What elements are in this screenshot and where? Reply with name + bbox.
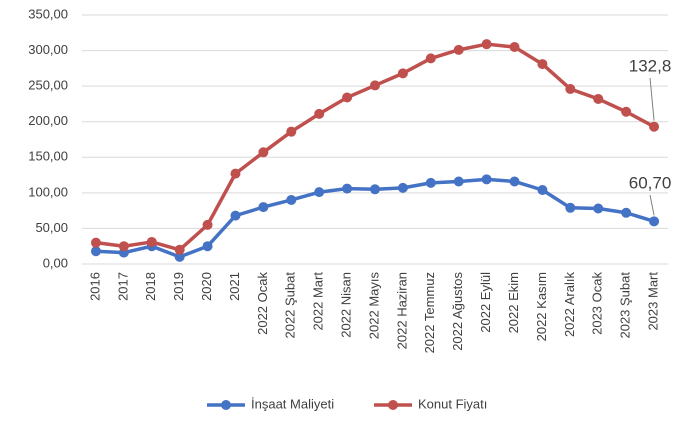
x-tick-label: 2022 Ocak xyxy=(255,272,270,335)
x-tick-label: 2022 Nisan xyxy=(339,272,354,338)
x-tick-label: 2020 xyxy=(199,272,214,301)
x-tick-label: 2023 Ocak xyxy=(590,272,605,335)
series-point xyxy=(453,44,464,55)
x-tick-label: 2022 Haziran xyxy=(394,272,409,349)
x-tick-label: 2022 Şubat xyxy=(283,272,298,339)
series-point xyxy=(314,108,325,119)
y-tick-label: 250,00 xyxy=(28,78,68,93)
series-point xyxy=(537,185,548,196)
series-point xyxy=(90,237,101,248)
series-point xyxy=(370,184,380,195)
series-point xyxy=(481,39,492,50)
series-point xyxy=(90,246,101,257)
series-point xyxy=(481,174,492,185)
series-point xyxy=(174,251,185,262)
x-tick-label: 2022 Mayıs xyxy=(366,272,381,340)
legend-marker xyxy=(388,400,398,410)
series-point xyxy=(370,80,380,91)
series-point xyxy=(621,106,632,117)
series-point xyxy=(593,93,604,104)
series-point xyxy=(593,203,604,214)
series-point xyxy=(537,59,548,70)
x-tick-label: 2022 Temmuz xyxy=(422,272,437,353)
x-tick-label: 2018 xyxy=(143,272,158,301)
series-point xyxy=(146,236,157,247)
legend-label: Konut Fiyatı xyxy=(418,396,487,411)
y-tick-label: 100,00 xyxy=(28,184,68,199)
series-line xyxy=(95,42,655,252)
x-tick-label: 2023 Şubat xyxy=(618,272,633,339)
x-tick-label: 2022 Ekim xyxy=(506,272,521,333)
series-point xyxy=(649,216,660,227)
series-point xyxy=(509,176,520,187)
x-tick-label: 2019 xyxy=(171,272,186,301)
series-point xyxy=(342,183,353,194)
series-point xyxy=(453,176,464,187)
series-point xyxy=(286,194,297,205)
x-tick-label: 2022 Eylül xyxy=(478,272,493,333)
series-point xyxy=(286,126,297,137)
y-tick-label: 350,00 xyxy=(28,6,68,21)
y-tick-label: 200,00 xyxy=(28,113,68,128)
series-point xyxy=(314,187,325,198)
x-tick-label: 2022 Aralık xyxy=(562,272,577,338)
x-tick-label: 2022 Kasım xyxy=(534,272,549,341)
series-point xyxy=(565,83,576,94)
series-point xyxy=(342,92,353,103)
x-tick-label: 2016 xyxy=(87,272,102,301)
annotation-leader xyxy=(649,194,655,216)
series-point xyxy=(425,53,436,64)
series-point xyxy=(649,121,660,132)
series-point xyxy=(202,241,213,252)
y-tick-label: 50,00 xyxy=(35,220,68,235)
y-tick-label: 0,00 xyxy=(43,255,68,270)
series-point xyxy=(258,202,269,213)
series-point xyxy=(118,241,129,252)
series-point xyxy=(397,68,408,79)
x-tick-label: 2022 Ağustos xyxy=(450,272,465,351)
series-point xyxy=(621,207,632,218)
series-point xyxy=(397,182,408,193)
annotation: 132,8 xyxy=(629,56,672,75)
series-point xyxy=(230,210,241,221)
x-tick-label: 2021 xyxy=(227,272,242,301)
series-point xyxy=(509,42,520,53)
series-point xyxy=(258,147,269,158)
y-tick-label: 300,00 xyxy=(28,42,68,57)
x-tick-label: 2022 Mart xyxy=(311,272,326,331)
annotation-leader xyxy=(649,77,655,121)
series-point xyxy=(230,168,241,179)
y-tick-label: 150,00 xyxy=(28,149,68,164)
series-point xyxy=(425,177,436,188)
series-point xyxy=(202,219,213,230)
x-tick-label: 2023 Mart xyxy=(645,272,660,331)
x-tick-label: 2017 xyxy=(115,272,130,301)
series-point xyxy=(174,244,185,255)
legend-marker xyxy=(221,400,231,410)
legend-label: İnşaat Maliyeti xyxy=(251,396,334,411)
series-point xyxy=(565,202,576,213)
annotation: 60,70 xyxy=(629,173,672,192)
